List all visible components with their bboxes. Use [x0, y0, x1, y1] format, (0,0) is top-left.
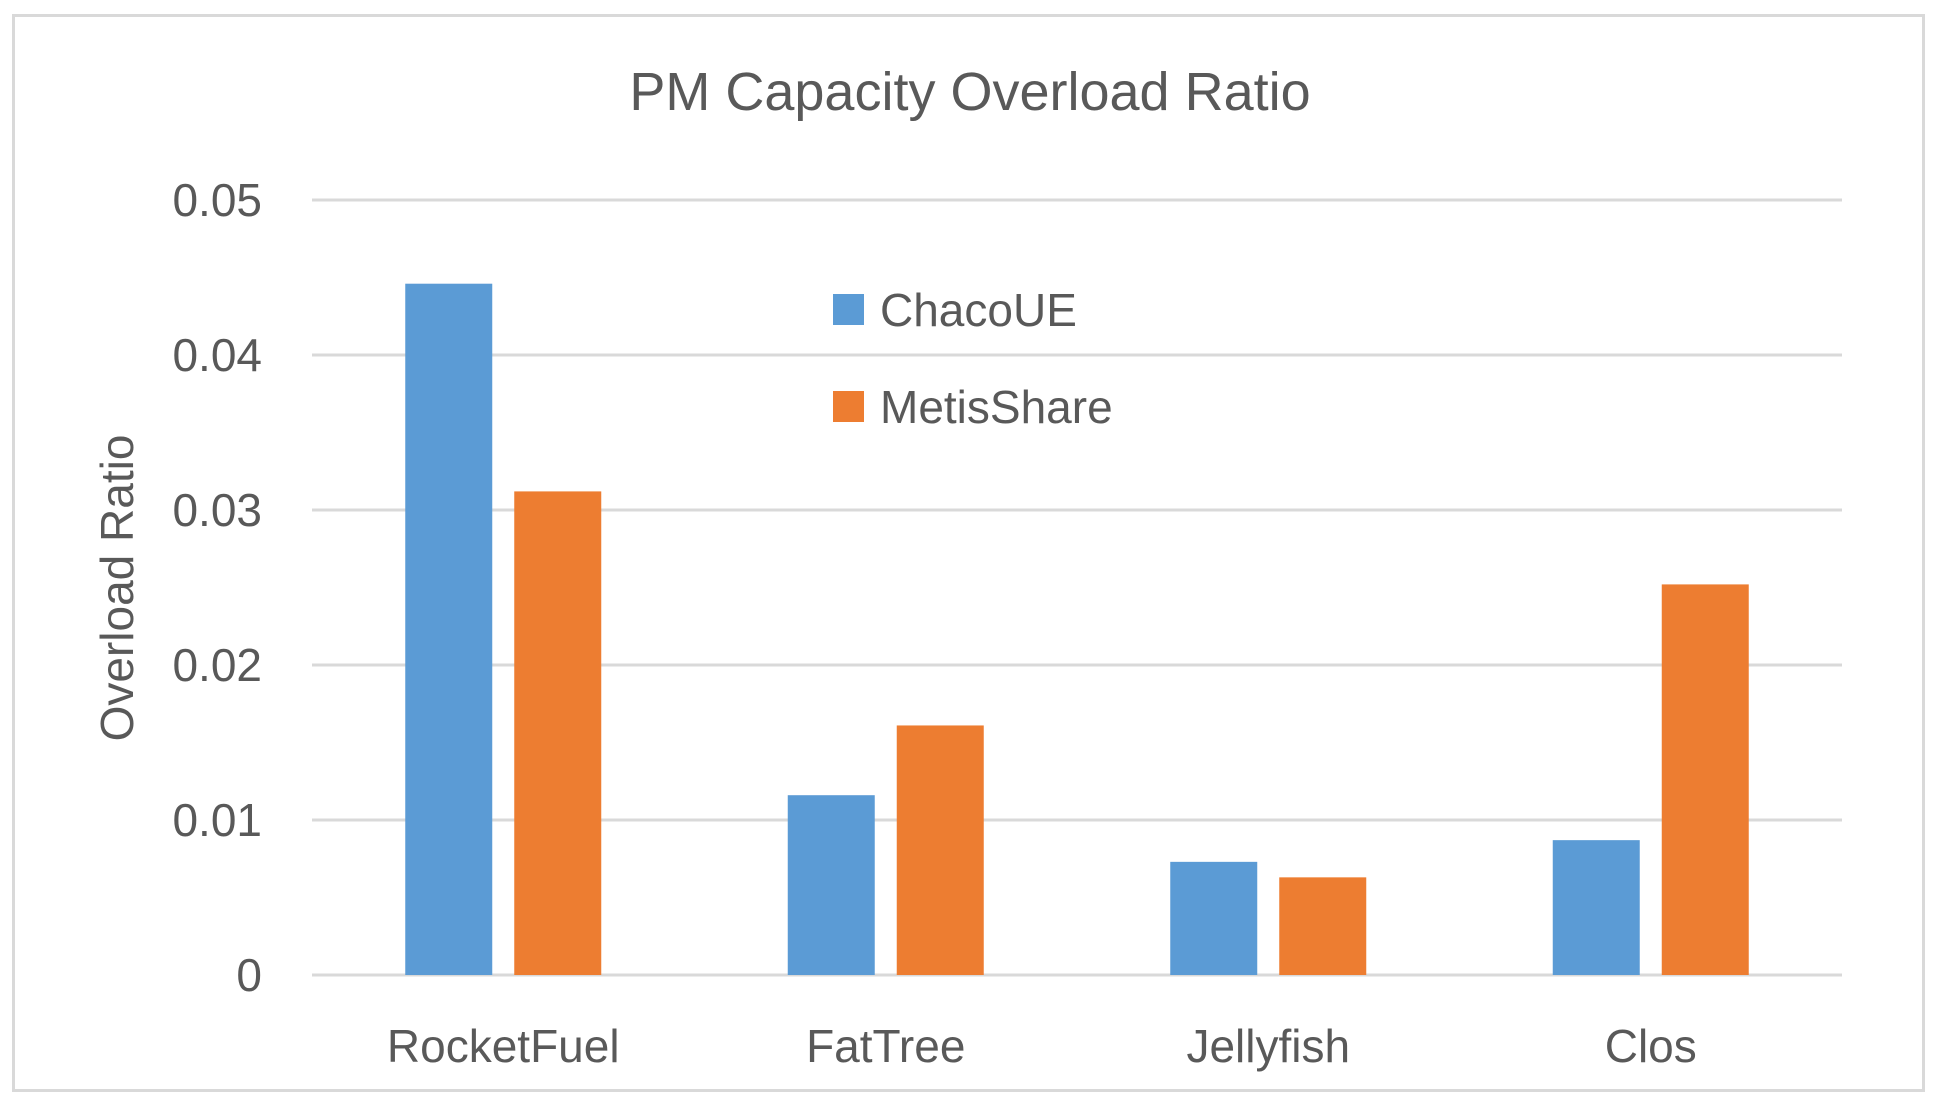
- legend-label-metisshare: MetisShare: [880, 381, 1113, 433]
- legend-swatch-metisshare: [833, 391, 864, 422]
- bar-metisshare-jellyfish: [1279, 877, 1367, 975]
- bar-chacoue-rocketfuel: [405, 283, 493, 975]
- y-axis-ticks: 0 0.01 0.02 0.03 0.04 0.05: [172, 174, 262, 1001]
- y-axis-label: Overload Ratio: [91, 435, 143, 742]
- y-tick-label: 0.05: [172, 174, 262, 226]
- x-tick-label: Clos: [1605, 1020, 1697, 1072]
- chart-title: PM Capacity Overload Ratio: [629, 62, 1310, 122]
- x-tick-label: Jellyfish: [1186, 1020, 1350, 1072]
- y-tick-label: 0: [236, 949, 262, 1001]
- legend-label-chacoue: ChacoUE: [880, 284, 1077, 336]
- y-tick-label: 0.03: [172, 484, 262, 536]
- x-tick-label: FatTree: [806, 1020, 965, 1072]
- y-tick-label: 0.04: [172, 329, 262, 381]
- bars: [405, 283, 1749, 975]
- legend: ChacoUE MetisShare: [833, 284, 1113, 433]
- bar-metisshare-fattree: [896, 725, 984, 975]
- bar-chacoue-jellyfish: [1170, 861, 1258, 975]
- bar-metisshare-rocketfuel: [514, 491, 602, 975]
- y-tick-label: 0.01: [172, 794, 262, 846]
- y-tick-label: 0.02: [172, 639, 262, 691]
- x-tick-label: RocketFuel: [387, 1020, 620, 1072]
- x-axis-ticks: RocketFuel FatTree Jellyfish Clos: [387, 1020, 1697, 1072]
- legend-swatch-chacoue: [833, 294, 864, 325]
- bar-chacoue-clos: [1552, 840, 1640, 975]
- bar-metisshare-clos: [1661, 584, 1749, 975]
- bar-chacoue-fattree: [787, 795, 875, 975]
